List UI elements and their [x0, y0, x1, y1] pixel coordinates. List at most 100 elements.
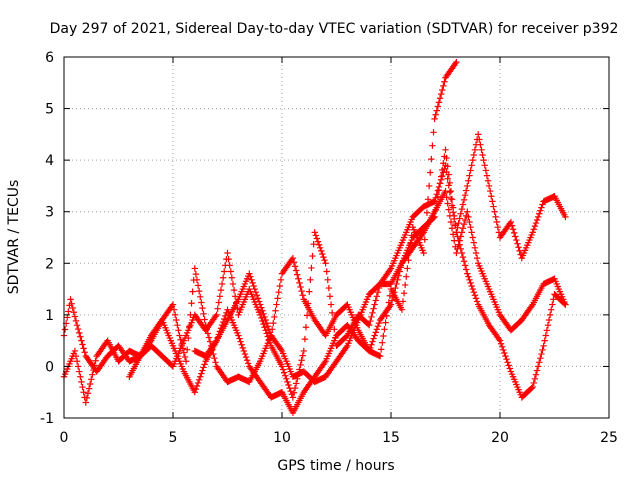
data-point: [79, 341, 86, 348]
data-point: [456, 215, 463, 222]
data-point: [294, 271, 301, 278]
data-point: [327, 301, 335, 308]
data-point: [322, 260, 329, 267]
data-point: [230, 286, 238, 294]
data-point: [461, 216, 469, 224]
data-point: [192, 385, 200, 393]
data-point: [486, 187, 494, 195]
data-point: [537, 354, 544, 362]
data-point: [460, 220, 468, 228]
y-tick-label: 1: [45, 308, 54, 324]
data-point: [221, 268, 228, 275]
data-point: [403, 273, 410, 280]
data-point: [91, 362, 98, 369]
series-track-1: [60, 58, 460, 386]
data-point: [484, 177, 492, 184]
data-point: [538, 350, 545, 358]
data-point: [195, 287, 203, 295]
data-point: [562, 213, 569, 221]
data-point: [290, 389, 298, 396]
data-point: [529, 229, 536, 236]
data-point: [464, 182, 471, 190]
data-point: [284, 378, 291, 386]
data-point: [266, 329, 274, 336]
data-point: [298, 357, 305, 364]
data-point: [81, 349, 88, 356]
data-point: [370, 305, 377, 312]
data-point: [170, 306, 178, 313]
data-point: [530, 226, 537, 233]
data-point: [73, 358, 81, 365]
data-point: [320, 253, 327, 261]
data-point: [78, 378, 85, 386]
data-point: [468, 229, 475, 236]
data-point: [205, 334, 213, 341]
data-point: [201, 361, 208, 368]
data-point: [445, 171, 452, 178]
y-tick-label: 5: [45, 102, 54, 118]
y-tick-label: 2: [45, 256, 54, 272]
data-point: [65, 308, 72, 315]
data-point: [270, 319, 277, 327]
data-point: [459, 201, 467, 208]
x-tick-label: 15: [382, 430, 400, 446]
data-point: [455, 241, 462, 248]
data-point: [278, 363, 286, 370]
data-point: [300, 347, 307, 355]
data-point: [485, 182, 493, 190]
data-point: [173, 316, 180, 324]
data-point: [491, 208, 498, 215]
data-point: [309, 252, 316, 260]
data-point: [325, 284, 333, 292]
data-point: [448, 196, 456, 203]
data-point: [67, 296, 74, 303]
data-point: [473, 298, 481, 305]
data-point: [291, 263, 299, 270]
data-point: [492, 213, 499, 221]
data-point: [275, 288, 282, 296]
data-point: [461, 262, 469, 269]
data-point: [257, 301, 264, 308]
data-point: [261, 324, 268, 331]
data-point: [177, 336, 184, 343]
data-point: [472, 295, 480, 302]
y-tick-label: 6: [45, 50, 54, 66]
data-point: [227, 268, 234, 275]
data-point: [79, 383, 86, 391]
data-point: [539, 346, 546, 354]
data-point: [224, 249, 231, 257]
data-point: [544, 321, 552, 329]
data-point: [200, 364, 207, 371]
data-point: [432, 111, 439, 118]
data-point: [498, 343, 506, 351]
marks: [60, 58, 569, 417]
data-point: [290, 259, 298, 266]
data-point: [466, 172, 473, 179]
data-point: [183, 346, 191, 353]
data-point: [435, 186, 443, 194]
data-point: [292, 380, 300, 387]
data-point: [198, 299, 205, 306]
data-point: [447, 218, 455, 226]
data-point: [304, 300, 312, 307]
data-point: [545, 316, 553, 324]
data-point: [463, 187, 470, 194]
y-axis-label: SDTVAR / TECUs: [6, 180, 22, 295]
data-point: [258, 314, 265, 322]
data-point: [72, 317, 80, 325]
data-point: [380, 332, 387, 340]
data-point: [77, 373, 84, 380]
data-point: [463, 266, 470, 273]
data-point: [454, 224, 461, 231]
data-point: [479, 151, 486, 159]
data-point: [371, 301, 378, 308]
data-point: [76, 329, 83, 337]
data-point: [444, 175, 451, 182]
data-point: [229, 280, 237, 288]
data-point: [429, 142, 436, 149]
data-point: [273, 301, 280, 308]
data-point: [542, 332, 549, 339]
data-point: [226, 262, 233, 269]
data-point: [562, 301, 569, 308]
data-point: [242, 353, 250, 361]
